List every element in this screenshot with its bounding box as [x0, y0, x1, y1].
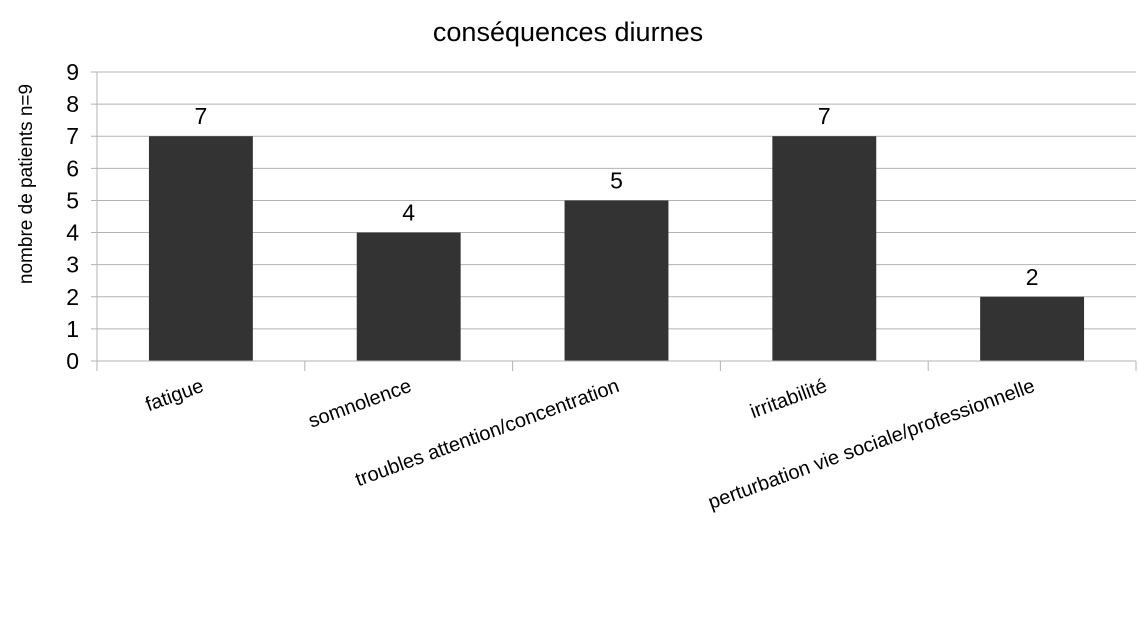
y-tick-label: 8: [66, 91, 79, 117]
data-label: 5: [610, 167, 623, 193]
y-tick-label: 4: [66, 220, 79, 246]
chart-title: conséquences diurnes: [433, 17, 703, 47]
data-label: 2: [1026, 264, 1039, 290]
bar: [980, 296, 1085, 361]
axes: [96, 72, 1137, 371]
bars: [148, 136, 1085, 361]
bar: [148, 136, 253, 361]
data-labels: 7 4 5 7 2: [195, 103, 1039, 290]
x-tick-label: somnolence: [306, 375, 415, 433]
y-tick-label: 6: [66, 155, 79, 181]
y-tick-label: 3: [66, 252, 79, 278]
y-tick-label: 2: [66, 284, 79, 310]
bar: [356, 232, 461, 361]
bar: [772, 136, 877, 361]
x-tick-label: irritabilité: [747, 375, 830, 423]
y-tick-labels: 0 1 2 3 4 5 6 7 8 9: [66, 59, 79, 374]
y-tick-label: 9: [66, 59, 79, 85]
y-tick-label: 7: [66, 123, 79, 149]
data-label: 4: [402, 200, 415, 226]
bar: [564, 200, 669, 361]
data-label: 7: [195, 103, 208, 129]
x-tick-label: fatigue: [143, 375, 207, 416]
y-tick-label: 1: [66, 316, 79, 342]
x-tick-label: perturbation vie sociale/professionnelle: [705, 375, 1037, 514]
y-axis-label: nombre de patients n=9: [16, 84, 37, 284]
y-tick-label: 5: [66, 187, 79, 213]
data-label: 7: [818, 103, 831, 129]
y-tick-label: 0: [66, 348, 79, 374]
